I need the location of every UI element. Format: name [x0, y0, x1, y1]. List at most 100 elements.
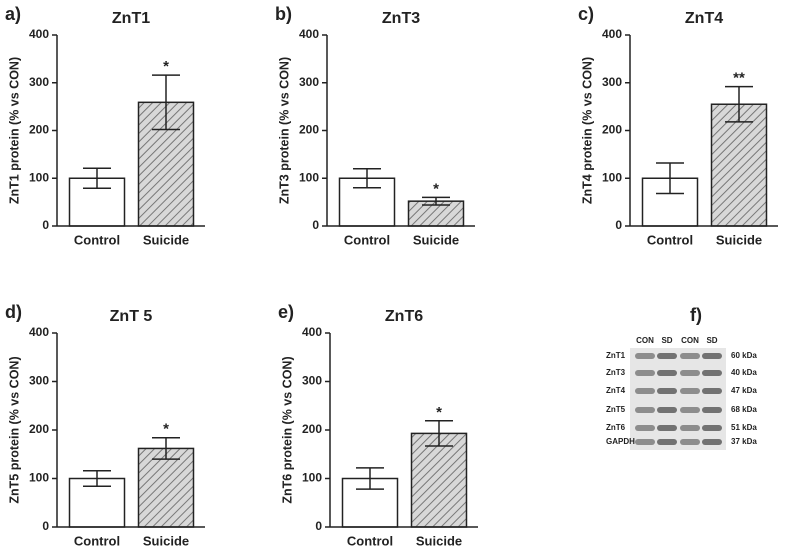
chart-title: ZnT6: [385, 308, 423, 325]
band: [635, 425, 655, 431]
y-tick-label: 100: [29, 471, 49, 485]
y-tick-label: 400: [602, 27, 622, 41]
band: [635, 370, 655, 376]
error-bar: [83, 469, 111, 488]
y-tick-label: 100: [29, 170, 49, 184]
y-tick-label: 300: [302, 374, 322, 388]
significance-mark: *: [433, 180, 439, 197]
band: [657, 353, 677, 359]
western-blot: f) CON SD CON SD ZnT1 60 kDa ZnT3 40 kDa ZnT4 47 k…: [606, 305, 757, 450]
y-tick-label: 300: [29, 374, 49, 388]
y-tick-label: 200: [299, 123, 319, 137]
size-label: 60 kDa: [731, 351, 757, 360]
y-tick-label: 400: [302, 325, 322, 339]
y-tick-label: 400: [29, 325, 49, 339]
size-label: 40 kDa: [731, 368, 757, 377]
significance-mark: *: [163, 58, 169, 75]
x-tick-label: Suicide: [716, 232, 762, 247]
error-bar: [725, 85, 753, 123]
panel-label: a): [5, 4, 21, 24]
band: [680, 439, 700, 445]
x-tick-label: Control: [647, 232, 693, 247]
band: [680, 353, 700, 359]
significance-mark: *: [163, 421, 169, 438]
chart-title: ZnT 5: [110, 308, 153, 325]
size-label: 68 kDa: [731, 405, 757, 414]
x-tick-label: Control: [74, 533, 120, 548]
y-tick-label: 0: [315, 519, 322, 533]
y-axis-label: ZnT6 protein (% vs CON): [280, 356, 294, 503]
panel-label: b): [275, 4, 292, 24]
lane-label: SD: [706, 336, 717, 345]
band: [702, 439, 722, 445]
chart-title: ZnT1: [112, 10, 150, 27]
y-tick-label: 300: [602, 75, 622, 89]
band: [635, 353, 655, 359]
y-tick-label: 0: [42, 519, 49, 533]
significance-mark: **: [733, 70, 745, 87]
row-label: ZnT5: [606, 405, 626, 414]
band: [635, 439, 655, 445]
row-label: ZnT6: [606, 423, 626, 432]
error-bar: [356, 467, 384, 490]
error-bar: [422, 196, 450, 206]
size-label: 47 kDa: [731, 386, 757, 395]
error-bar: [353, 167, 381, 189]
lane-label: SD: [661, 336, 672, 345]
band: [657, 425, 677, 431]
y-tick-label: 0: [615, 218, 622, 232]
y-tick-label: 300: [29, 75, 49, 89]
y-axis-label: ZnT3 protein (% vs CON): [277, 57, 291, 204]
band: [680, 388, 700, 394]
chart-title: ZnT3: [382, 10, 420, 27]
significance-mark: *: [436, 404, 442, 421]
y-axis-label: ZnT1 protein (% vs CON): [7, 57, 21, 204]
error-bar: [83, 167, 111, 190]
row-label: ZnT4: [606, 386, 626, 395]
panel-label: f): [690, 305, 702, 325]
error-bar: [152, 437, 180, 460]
band: [702, 388, 722, 394]
y-tick-label: 0: [42, 218, 49, 232]
band: [657, 370, 677, 376]
x-tick-label: Suicide: [416, 533, 462, 548]
row-label: ZnT1: [606, 351, 626, 360]
x-tick-label: Suicide: [143, 232, 189, 247]
error-bar: [425, 420, 453, 447]
band: [702, 407, 722, 413]
band: [657, 388, 677, 394]
band: [680, 425, 700, 431]
band: [635, 388, 655, 394]
blot-image: [630, 348, 726, 450]
band: [702, 370, 722, 376]
chart-title: ZnT4: [685, 10, 723, 27]
panel-label: e): [278, 302, 294, 322]
bar: [710, 103, 768, 227]
y-axis-label: ZnT5 protein (% vs CON): [7, 356, 21, 503]
y-tick-label: 200: [302, 422, 322, 436]
y-tick-label: 400: [299, 27, 319, 41]
row-label: GAPDH: [606, 437, 635, 446]
band: [680, 370, 700, 376]
y-tick-label: 200: [29, 422, 49, 436]
y-tick-label: 100: [299, 170, 319, 184]
band: [657, 439, 677, 445]
error-bar: [656, 162, 684, 195]
size-label: 37 kDa: [731, 437, 757, 446]
y-axis-label: ZnT4 protein (% vs CON): [580, 57, 594, 204]
x-tick-label: Control: [344, 232, 390, 247]
x-tick-label: Control: [347, 533, 393, 548]
error-bar: [152, 74, 180, 131]
y-tick-label: 300: [299, 75, 319, 89]
band: [702, 425, 722, 431]
x-tick-label: Suicide: [143, 533, 189, 548]
y-tick-label: 200: [29, 123, 49, 137]
y-tick-label: 100: [302, 471, 322, 485]
band: [680, 407, 700, 413]
row-label: ZnT3: [606, 368, 626, 377]
x-tick-label: Suicide: [413, 232, 459, 247]
y-tick-label: 400: [29, 27, 49, 41]
bar: [410, 432, 468, 528]
y-tick-label: 0: [312, 218, 319, 232]
